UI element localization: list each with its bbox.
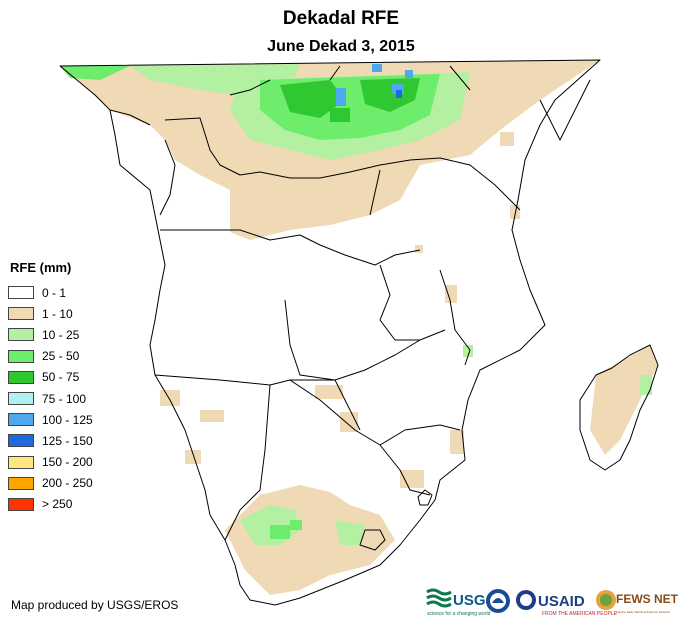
logo-group: USGS science for a changing world USAID … [426, 588, 679, 617]
legend-item: 150 - 200 [8, 452, 93, 473]
rain-area-madagascar [590, 345, 658, 455]
legend-label: 50 - 75 [42, 370, 80, 385]
legend-item: 200 - 250 [8, 473, 93, 494]
rain-patches [160, 132, 520, 488]
rain-blue [336, 64, 413, 106]
legend-swatch [8, 307, 34, 321]
legend-rows: 0 - 1 1 - 10 10 - 25 25 - 50 50 - 75 75 - 100… [8, 282, 93, 515]
legend-label: 150 - 200 [42, 455, 93, 470]
legend-item: 50 - 75 [8, 367, 93, 388]
legend-item: 1 - 10 [8, 303, 93, 324]
legend-swatch [8, 413, 34, 427]
legend-swatch [8, 286, 34, 300]
legend-swatch [8, 392, 34, 406]
legend-item: > 250 [8, 494, 93, 515]
madagascar-outline [579, 344, 659, 471]
usaid-logo-text: USAID [538, 593, 585, 610]
legend-item: 100 - 125 [8, 409, 93, 430]
map-subtitle: June Dekad 3, 2015 [267, 38, 415, 55]
legend-item: 25 - 50 [8, 346, 93, 367]
legend-item: 0 - 1 [8, 282, 93, 303]
fewsnet-logo: FEWS NET Famine Early Warning Systems Ne… [596, 590, 679, 614]
rain-dark-green [280, 78, 420, 122]
legend-swatch [8, 476, 34, 490]
legend-swatch [8, 328, 34, 342]
map-credit: Map produced by USGS/EROS [11, 598, 179, 612]
rain-area-south [225, 485, 395, 595]
legend-label: 125 - 150 [42, 433, 93, 448]
map-legend: RFE (mm) 0 - 1 1 - 10 10 - 25 25 - 50 50 - 7… [8, 260, 93, 515]
legend-item: 75 - 100 [8, 388, 93, 409]
fewsnet-logo-text: FEWS NET [616, 592, 679, 606]
fewsnet-tagline: Famine Early Warning Systems Network [616, 610, 670, 614]
legend-label: > 250 [42, 497, 73, 512]
legend-item: 10 - 25 [8, 324, 93, 345]
rain-deep-blue [396, 90, 402, 98]
legend-swatch [8, 434, 34, 448]
rainfall-fill [60, 60, 658, 595]
legend-title: RFE (mm) [10, 260, 72, 275]
legend-swatch [8, 455, 34, 469]
border-lines [109, 65, 591, 551]
legend-label: 100 - 125 [42, 412, 93, 427]
legend-label: 200 - 250 [42, 476, 93, 491]
legend-label: 1 - 10 [42, 306, 73, 321]
legend-label: 75 - 100 [42, 391, 87, 406]
usgs-logo-text: USGS [453, 592, 496, 609]
legend-label: 10 - 25 [42, 327, 80, 342]
legend-label: 25 - 50 [42, 349, 80, 364]
country-borders [59, 59, 659, 606]
legend-swatch [8, 349, 34, 363]
legend-label: 0 - 1 [42, 285, 67, 300]
africa-coastline [59, 59, 601, 606]
legend-item: 125 - 150 [8, 430, 93, 451]
noaa-logo-icon [486, 589, 510, 613]
usaid-logo: USAID FROM THE AMERICAN PEOPLE [516, 590, 618, 617]
legend-swatch [8, 370, 34, 384]
legend-swatch [8, 497, 34, 511]
usaid-tagline: FROM THE AMERICAN PEOPLE [542, 611, 618, 617]
map-title: Dekadal RFE [282, 8, 400, 29]
usgs-tagline: science for a changing world [427, 611, 491, 617]
usgs-logo: USGS science for a changing world [426, 588, 496, 617]
